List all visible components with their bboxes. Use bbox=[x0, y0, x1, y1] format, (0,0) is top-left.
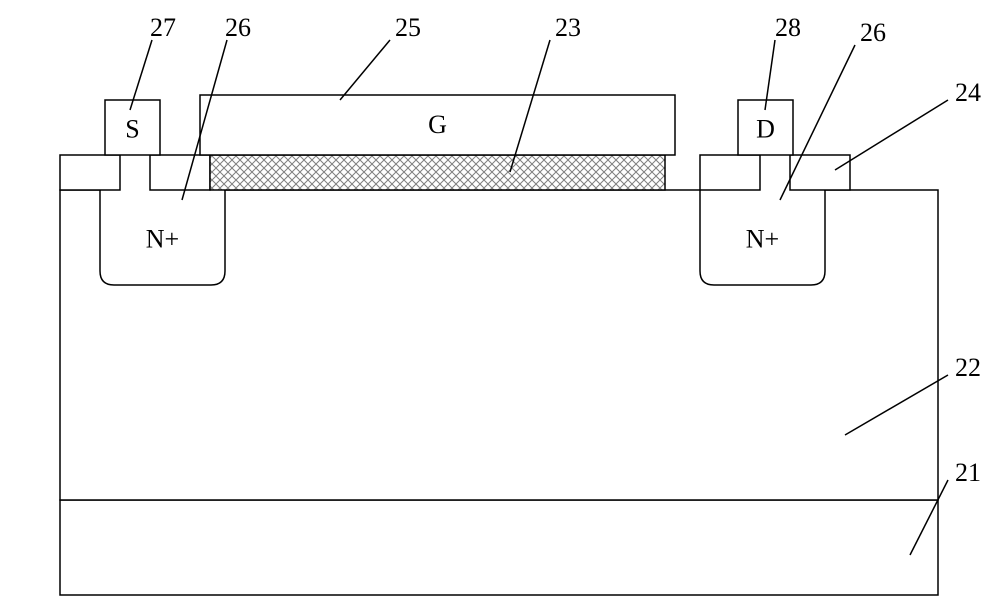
layer-21 bbox=[60, 500, 938, 595]
callout-num-25: 25 bbox=[395, 13, 421, 42]
layer-23-hatched bbox=[210, 155, 665, 190]
drain-label: D bbox=[756, 114, 775, 143]
gate-label: G bbox=[428, 110, 447, 139]
callout-num-21: 21 bbox=[955, 458, 981, 487]
callout-num-23: 23 bbox=[555, 13, 581, 42]
oxide-block-1 bbox=[150, 155, 210, 190]
n-plus-right-label: N+ bbox=[746, 224, 779, 253]
n-plus-left-label: N+ bbox=[146, 224, 179, 253]
callout-num-22: 22 bbox=[955, 353, 981, 382]
oxide-block-2 bbox=[700, 155, 760, 190]
callout-line-24 bbox=[835, 100, 948, 170]
callout-num-27: 27 bbox=[150, 13, 176, 42]
callout-num-26: 26 bbox=[860, 18, 886, 47]
oxide-block-0 bbox=[60, 155, 120, 190]
callout-num-28: 28 bbox=[775, 13, 801, 42]
callout-num-26: 26 bbox=[225, 13, 251, 42]
callout-line-25 bbox=[340, 40, 390, 100]
source-label: S bbox=[125, 114, 139, 143]
callout-num-24: 24 bbox=[955, 78, 981, 107]
